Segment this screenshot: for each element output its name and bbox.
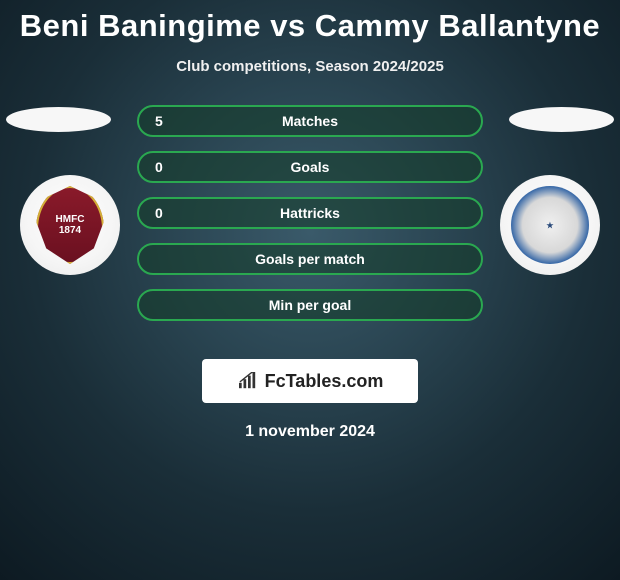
player2-silhouette bbox=[509, 107, 614, 132]
team1-crest: HMFC1874 bbox=[20, 175, 120, 275]
vs-separator: vs bbox=[270, 8, 305, 43]
player1-silhouette bbox=[6, 107, 111, 132]
stat-matches-left: 5 bbox=[155, 113, 163, 129]
player2-name: Cammy Ballantyne bbox=[315, 8, 600, 43]
stats-arena: HMFC1874 ★ 5 Matches 0 Goals 0 Hattricks bbox=[0, 113, 620, 343]
subtitle: Club competitions, Season 2024/2025 bbox=[0, 58, 620, 75]
stat-goals-left: 0 bbox=[155, 159, 163, 175]
team2-crest-inner: ★ bbox=[511, 186, 589, 264]
stat-matches-label: Matches bbox=[139, 113, 481, 129]
comparison-title: Beni Baningime vs Cammy Ballantyne bbox=[0, 8, 620, 44]
brand-chart-icon bbox=[237, 372, 259, 390]
stat-mpg-label: Min per goal bbox=[139, 297, 481, 313]
stat-goals-label: Goals bbox=[139, 159, 481, 175]
brand-text: FcTables.com bbox=[265, 371, 384, 392]
team1-crest-inner: HMFC1874 bbox=[36, 186, 104, 264]
stat-hattricks-label: Hattricks bbox=[139, 205, 481, 221]
brand-box[interactable]: FcTables.com bbox=[202, 359, 418, 403]
stat-rows-container: 5 Matches 0 Goals 0 Hattricks Goals per … bbox=[137, 105, 483, 335]
stat-row-matches: 5 Matches bbox=[137, 105, 483, 137]
stat-row-goals-per-match: Goals per match bbox=[137, 243, 483, 275]
stat-row-hattricks: 0 Hattricks bbox=[137, 197, 483, 229]
stat-hattricks-left: 0 bbox=[155, 205, 163, 221]
stat-gpm-label: Goals per match bbox=[139, 251, 481, 267]
stat-row-goals: 0 Goals bbox=[137, 151, 483, 183]
team1-crest-label: HMFC1874 bbox=[56, 214, 85, 236]
stat-row-min-per-goal: Min per goal bbox=[137, 289, 483, 321]
content-wrapper: Beni Baningime vs Cammy Ballantyne Club … bbox=[0, 0, 620, 441]
date-line: 1 november 2024 bbox=[0, 423, 620, 441]
team2-crest-label: ★ bbox=[546, 221, 553, 230]
player1-name: Beni Baningime bbox=[20, 8, 261, 43]
team2-crest: ★ bbox=[500, 175, 600, 275]
